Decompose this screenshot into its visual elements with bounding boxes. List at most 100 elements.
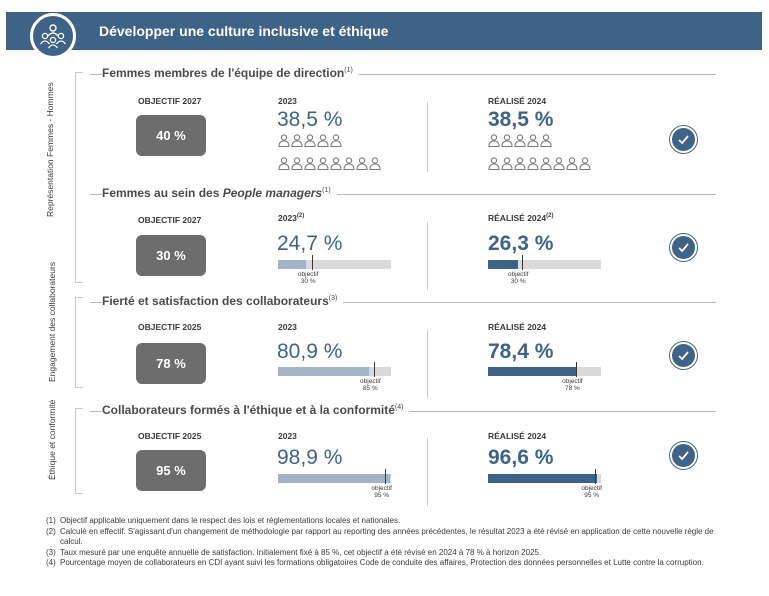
progress-bar-2023: objectif 95 % [278,469,392,499]
objective-label: OBJECTIF 2027 [138,96,202,106]
column-divider [427,102,428,172]
person-icon [330,134,342,152]
year-2024-label: RÉALISÉ 2024 [488,431,547,441]
value-2023: 24,7 % [277,232,343,255]
target-note: objectif 95 % [581,485,602,499]
check-icon [670,442,697,469]
progress-bar-2023: objectif 85 % [278,362,391,392]
year-2023-label: 2023 [278,96,297,106]
target-note: objectif 30 % [298,271,319,285]
target-note-label: objectif [297,271,319,278]
value-2023: 98,9 % [277,446,343,469]
group-bracket-tick [75,387,83,388]
group-bracket-tick [75,297,83,298]
person-icon [488,157,500,175]
section-title: Fierté et satisfaction des collaborateur… [102,294,344,308]
target-note-value: 95 % [374,492,390,499]
target-note: objectif 95 % [371,485,392,499]
group-bracket-tick [75,408,83,409]
year-2024-label: RÉALISÉ 2024 [488,322,547,332]
person-icon [566,157,578,175]
group-bracket-tick [75,282,83,283]
check-icon [670,126,697,153]
person-icon [488,134,500,152]
target-note-label: objectif [562,378,583,385]
person-icon [304,134,316,152]
person-icon [278,134,290,152]
year-2023-label: 2023 [278,322,297,332]
value-2024: 78,4 % [488,340,554,363]
group-label-ethique: Éthique et conformité [47,399,57,480]
target-note-value: 30 % [510,278,526,285]
progress-bar-2024: objectif 78 % [488,362,601,392]
person-icon [369,157,381,175]
target-marker [374,362,376,377]
target-marker [595,469,597,484]
group-label-engagement: Engagement des collaborateurs [47,261,57,382]
objective-label: OBJECTIF 2025 [138,431,202,441]
person-icon [501,134,513,152]
person-icon [540,134,552,152]
target-marker [311,255,313,270]
people-pictogram-2023 [278,134,408,175]
column-divider [427,330,428,398]
column-divider [427,222,428,290]
person-icon [317,134,329,152]
progress-bar-2023: objectif 30 % [278,255,391,285]
bar-fill [488,474,598,483]
person-icon [356,157,368,175]
value-2023: 38,5 % [277,108,343,131]
people-pictogram-2024 [488,134,618,175]
person-icon [330,157,342,175]
section-title: Femmes membres de l'équipe de direction(… [102,66,359,80]
person-icon [514,157,526,175]
group-bracket [75,72,76,282]
target-note-label: objectif [581,485,602,492]
value-2024: 38,5 % [488,108,554,131]
objective-value: 40 % [136,115,206,156]
person-icon [527,134,539,152]
target-marker [521,255,523,270]
group-bracket-tick [75,72,83,73]
check-icon [670,342,697,369]
progress-bar-2024: objectif 95 % [488,469,602,499]
footnote: (3) Taux mesuré par une enquête annuelle … [46,547,542,557]
group-bracket [75,408,76,493]
objective-label: OBJECTIF 2025 [138,322,202,332]
footnote: (2) Calculé en effectif. S'agissant d'un … [46,526,714,547]
bar-fill [488,367,577,376]
person-icon [553,157,565,175]
objective-label: OBJECTIF 2027 [138,215,202,225]
person-icon [304,157,316,175]
person-icon [501,157,513,175]
objective-value: 78 % [136,343,206,384]
person-icon [343,157,355,175]
value-2024: 96,6 % [488,446,554,469]
target-note-label: objectif [360,378,381,385]
year-2023-label: 2023(2) [278,213,305,223]
section-rule [90,74,716,75]
target-note: objectif 30 % [508,271,529,285]
target-note-label: objectif [371,485,392,492]
progress-bar-2024: objectif 30 % [488,255,601,285]
section-header [6,12,762,50]
year-2024-label: RÉALISÉ 2024(2) [488,213,554,223]
value-2024: 26,3 % [488,232,554,255]
group-bracket [75,297,76,387]
target-note: objectif 85 % [360,378,381,392]
footnotes: (1) Objectif applicable uniquement dans l… [46,516,736,569]
year-2024-label: RÉALISÉ 2024 [488,96,547,106]
year-2023-label: 2023 [278,431,297,441]
section-rule [90,194,716,195]
group-label-representation: Représentation Femmes - Hommes [45,82,55,217]
person-icon [579,157,591,175]
bar-fill [488,260,518,269]
person-icon [317,157,329,175]
target-note: objectif 78 % [562,378,583,392]
column-divider [427,438,428,506]
target-note-value: 30 % [300,278,316,285]
footnote: (4) Pourcentage moyen de collaborateurs e… [46,558,704,567]
objective-value: 30 % [136,235,206,276]
check-icon [670,234,697,261]
target-marker [385,469,387,484]
